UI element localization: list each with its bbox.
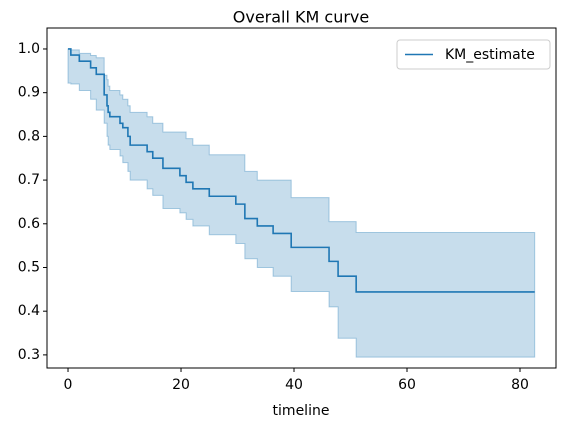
- x-tick-label: 20: [172, 377, 190, 393]
- x-tick-label: 60: [398, 377, 416, 393]
- y-tick-label: 0.7: [18, 172, 40, 188]
- x-tick-label: 0: [64, 377, 73, 393]
- plot-frame: [46, 27, 557, 369]
- y-tick-label: 0.4: [18, 303, 40, 319]
- y-tick-label: 0.5: [18, 259, 40, 275]
- km-line: [68, 48, 535, 293]
- y-tick-label: 1.0: [18, 41, 40, 57]
- x-tick-label: 40: [285, 377, 303, 393]
- x-tick-label: 80: [511, 377, 529, 393]
- y-tick-label: 0.6: [18, 216, 40, 232]
- y-tick-label: 0.3: [18, 347, 40, 363]
- legend-box: [396, 39, 551, 70]
- y-tick-label: 0.8: [18, 128, 40, 144]
- confidence-band: [67, 48, 536, 358]
- legend-label: KM_estimate: [445, 47, 535, 63]
- y-tick-label: 0.9: [18, 85, 40, 101]
- chart-title: Overall KM curve: [233, 8, 369, 27]
- x-axis-label: timeline: [273, 403, 330, 419]
